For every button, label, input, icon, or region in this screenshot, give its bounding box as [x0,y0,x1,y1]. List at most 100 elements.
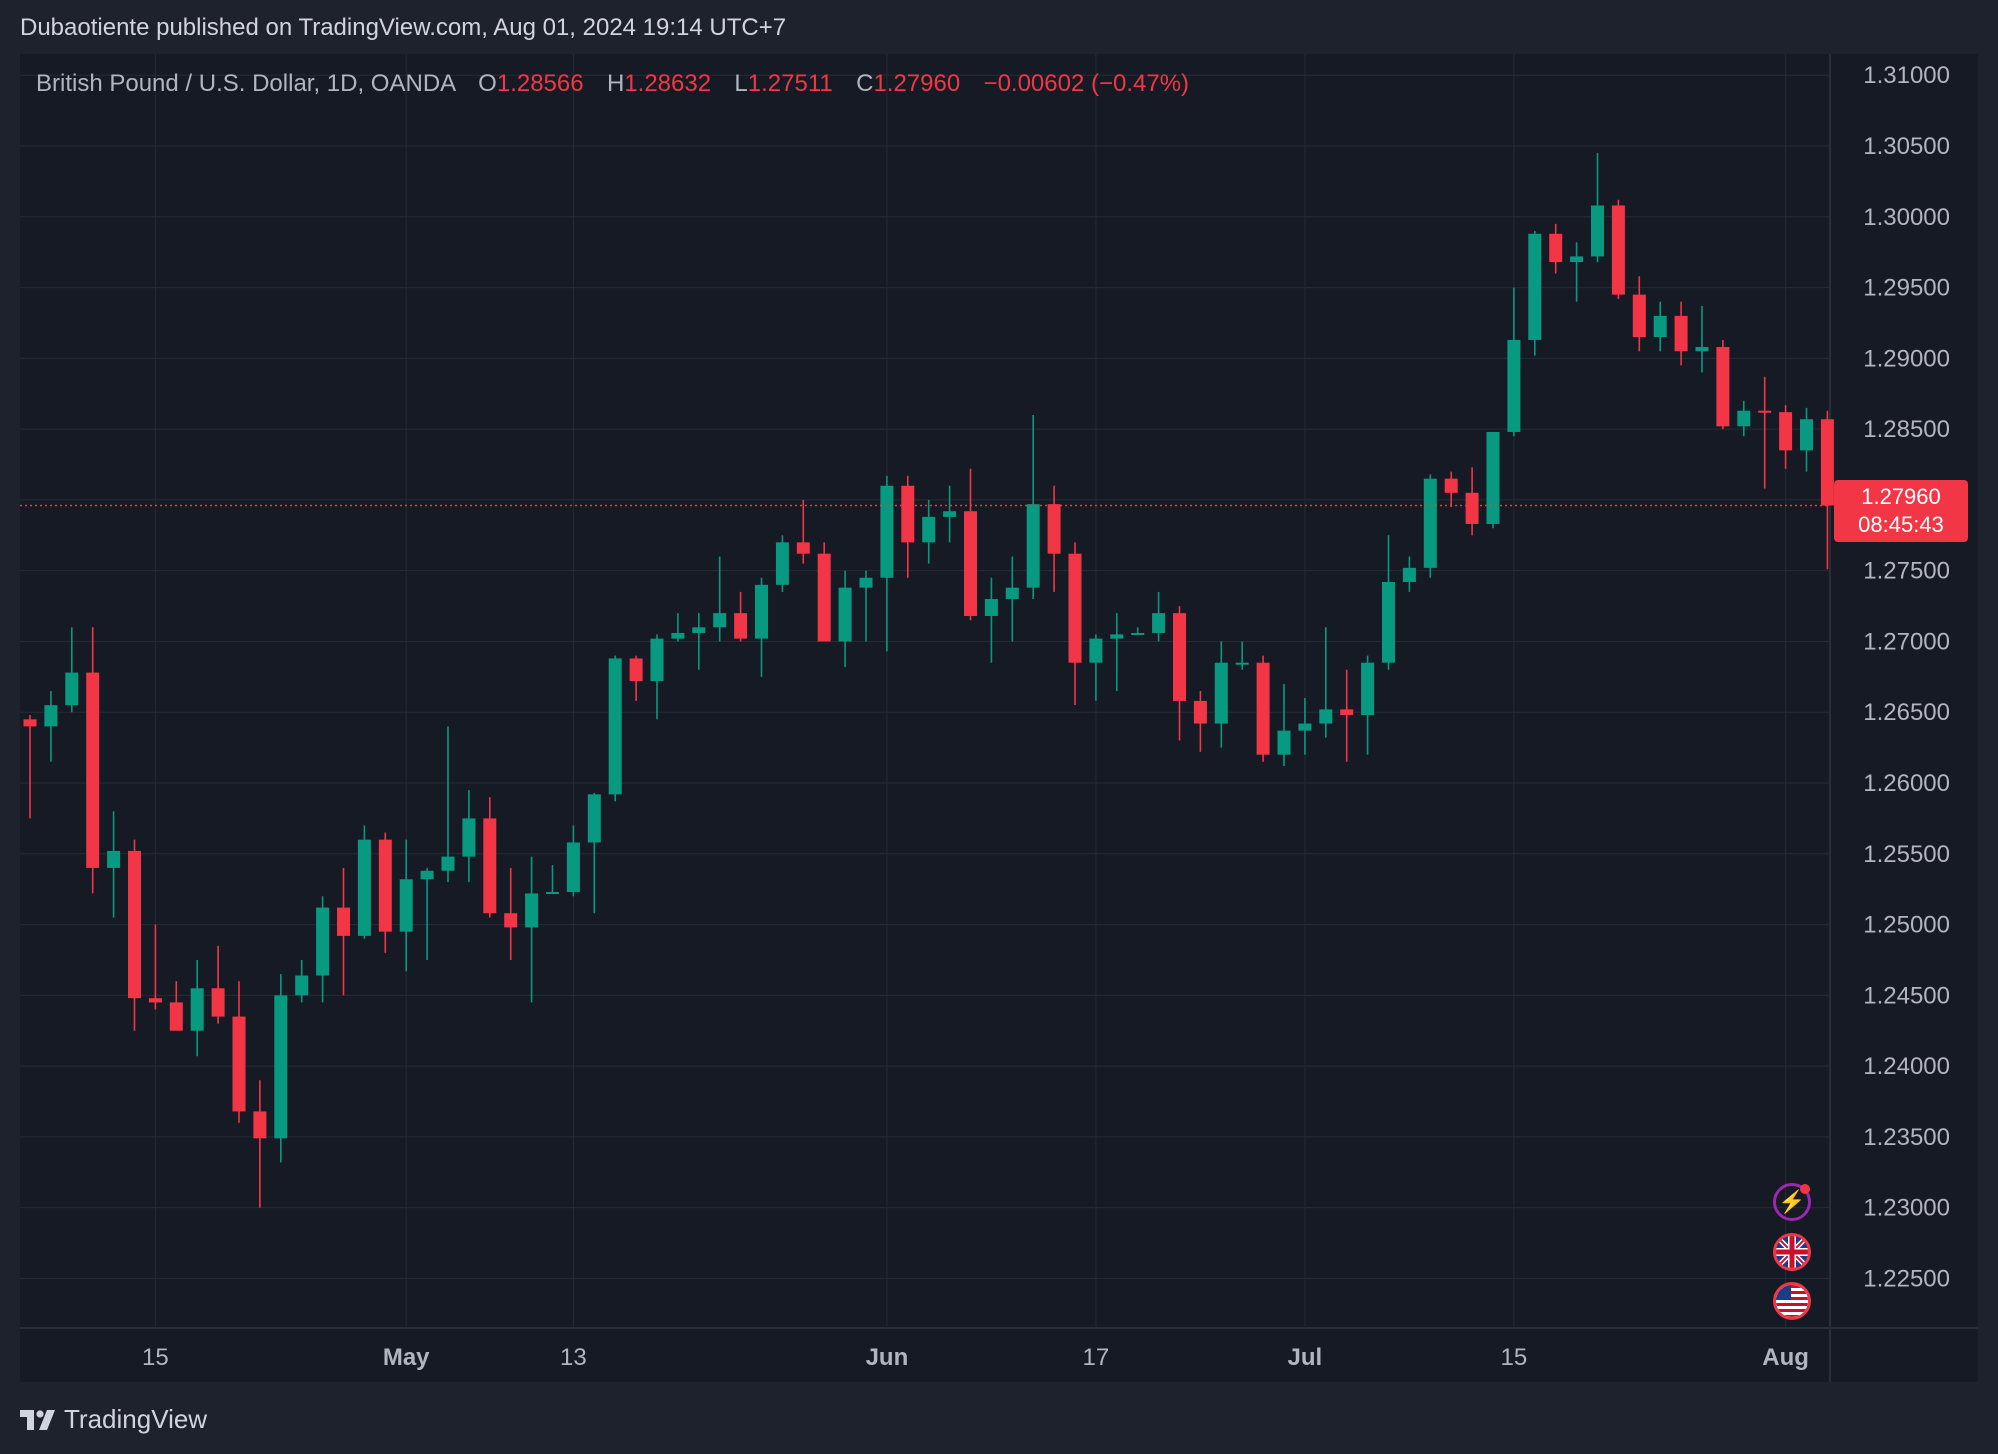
close-label: C [856,70,874,97]
candle-body [859,577,873,588]
candle-body [1632,294,1646,338]
candle-body [462,818,476,857]
candle-body [399,879,413,932]
high-label: H [606,70,625,97]
symbol-title: British Pound / U.S. Dollar, 1D, OANDA [36,70,455,97]
footer-brand[interactable]: TradingView [20,1404,207,1435]
last-price-value: 1.27960 [1861,484,1941,509]
candle-body [441,856,455,871]
candle-body [337,907,350,936]
candle-body [1173,613,1186,701]
price-tick-label: 1.24000 [1863,1053,1950,1080]
candle-body [1528,233,1542,340]
last-price-badge: 1.27960 08:45:43 [1834,480,1968,542]
candle-body [23,719,37,727]
candle-body [713,613,727,628]
time-tick-label: Jun [866,1344,909,1371]
brand-name: TradingView [64,1404,208,1434]
candle-body [692,627,706,633]
candle-body [1758,410,1772,413]
candle-body [1486,431,1500,524]
time-tick-label: 15 [142,1344,169,1371]
price-tick-label: 1.31000 [1863,62,1950,89]
candle-body [880,485,894,578]
candle-body [984,598,998,616]
price-tick-label: 1.28500 [1863,416,1950,443]
candle-body [274,995,288,1139]
candle-body [964,511,977,616]
change-value: −0.00602 (−0.47%) [983,70,1190,97]
time-tick-label: Jul [1288,1344,1323,1371]
candle-body [86,672,100,868]
candle-body [1131,632,1145,635]
candle-body [504,913,518,928]
time-tick-label: 13 [560,1344,587,1371]
candle-body [148,998,162,1003]
candle-body [1214,662,1228,724]
plot-background [20,54,1978,1382]
chart-panel[interactable]: 1.31000 1.30500 1.30000 1.29500 1.29000 1.285… [20,54,1978,1382]
candle-body [650,638,664,682]
candle-body [1402,567,1416,583]
price-tick-label: 1.29000 [1863,345,1950,372]
candle-body [587,794,601,843]
candle-body [1465,492,1479,524]
candle-body [128,850,141,999]
candle-body [1068,553,1082,663]
open-value: 1.28566 [496,70,584,97]
candle-body [1549,233,1563,263]
candle-body [420,870,434,880]
time-tick-label: May [383,1344,430,1371]
price-tick-label: 1.25500 [1863,841,1950,868]
candle-body [1737,410,1751,427]
candle-body [107,850,121,868]
lightning-icon[interactable]: ⚡ [1773,1183,1811,1221]
candle-body [943,511,957,517]
price-tick-label: 1.30000 [1863,204,1950,231]
uk-flag-icon[interactable] [1773,1233,1811,1271]
price-tick-label: 1.22500 [1863,1265,1950,1292]
candle-body [1047,504,1061,554]
candle-body [922,516,936,543]
candle-body [901,485,915,543]
candlestick-chart[interactable]: 1.31000 1.30500 1.30000 1.29500 1.29000 1.285… [20,54,1978,1382]
candle-body [1319,709,1333,724]
candle-body [755,584,768,639]
candle-body [1089,638,1103,663]
candle-body [1152,613,1166,633]
bar-countdown: 08:45:43 [1858,512,1944,537]
candle-body [1298,723,1312,731]
time-tick-label: 17 [1083,1344,1110,1371]
open-label: O [478,70,497,97]
candle-body [1340,709,1354,716]
candle-body [1026,504,1040,588]
candle-body [1716,347,1730,427]
candle-body [775,542,789,585]
candle-body [1507,339,1521,432]
us-flag-icon[interactable] [1773,1282,1811,1320]
candle-body [1193,700,1207,724]
candle-body [1382,582,1395,663]
time-tick-label: Aug [1762,1344,1809,1371]
candle-body [1695,347,1709,352]
candle-body [1820,419,1834,506]
price-tick-label: 1.24500 [1863,982,1950,1009]
candle-body [1423,478,1437,568]
price-tick-label: 1.26500 [1863,699,1950,726]
publish-info: Dubaotiente published on TradingView.com… [20,14,787,41]
candle-body [546,892,559,895]
candle-body [169,1002,183,1031]
candle-body [1674,315,1688,352]
candle-body [838,587,852,642]
candle-body [1653,315,1667,338]
candle-body [671,632,685,639]
price-tick-label: 1.26000 [1863,770,1950,797]
candle-body [525,893,539,928]
candle-body [1800,419,1813,451]
candle-body [1005,587,1019,599]
candle-body [1570,256,1584,263]
price-tick-label: 1.30500 [1863,133,1950,160]
candle-body [295,975,309,996]
candle-body [566,842,580,893]
candle-body [211,988,225,1017]
